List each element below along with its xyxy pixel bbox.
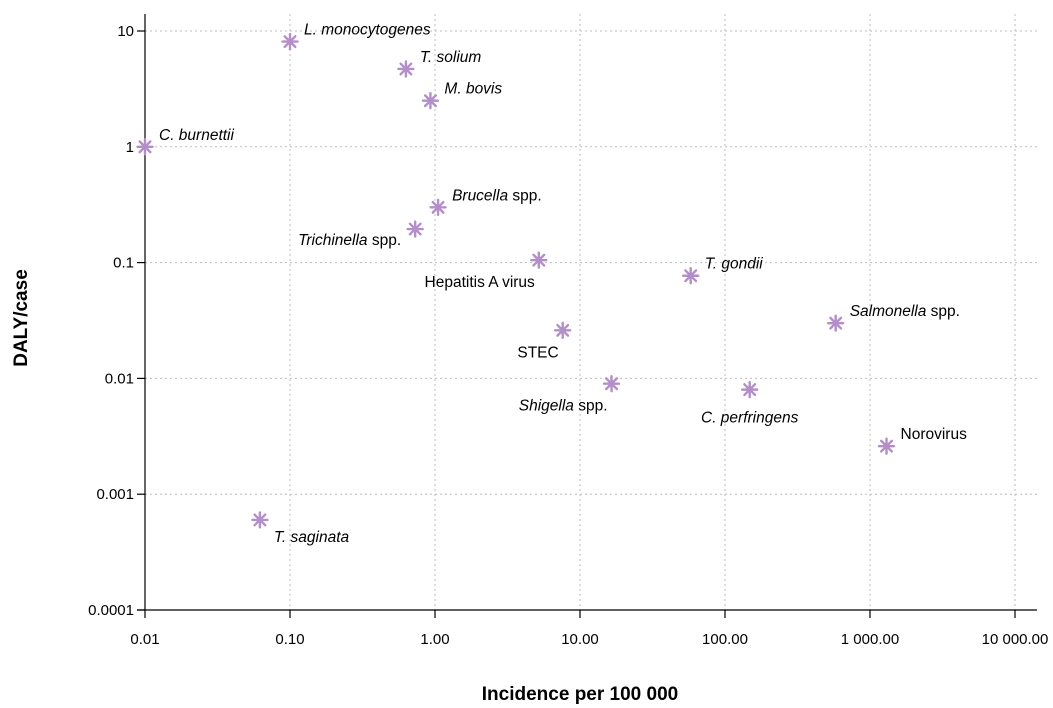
grid-lines [145, 14, 1037, 610]
x-axis-title: Incidence per 100 000 [482, 684, 678, 705]
point-label: C. burnettii [159, 127, 235, 144]
data-point [530, 251, 548, 269]
point-labels: L. monocytogenes T. solium M. bovis C. burn… [159, 22, 967, 546]
point-label: Trichinella spp. [298, 232, 401, 249]
data-point [251, 511, 269, 529]
data-points [136, 32, 896, 529]
x-tick-label: 10.00 [561, 631, 599, 648]
point-label: Hepatitis A virus [425, 274, 536, 291]
point-label: STEC [517, 344, 558, 361]
data-point [397, 60, 415, 78]
x-tick-label: 0.01 [130, 631, 159, 648]
y-tick-label: 0.0001 [88, 602, 134, 619]
point-label: Shigella spp. [519, 398, 608, 415]
data-point [602, 374, 621, 393]
data-point [740, 380, 759, 399]
y-tick-label: 0.001 [96, 486, 134, 503]
x-tick-label: 100.00 [702, 631, 748, 648]
data-point [421, 92, 440, 110]
data-point [281, 32, 299, 51]
axes [137, 14, 1037, 611]
point-label: T. saginata [274, 529, 350, 546]
y-axis-title: DALY/case [11, 269, 32, 367]
x-tick-label: 1 000.00 [841, 631, 899, 648]
x-tick-label: 1.00 [420, 631, 449, 648]
data-point [429, 198, 447, 217]
point-label: Brucella spp. [452, 187, 542, 204]
y-tick-label: 10 [117, 23, 134, 40]
data-point [877, 437, 896, 455]
data-point [826, 314, 845, 332]
y-tick-label: 0.1 [113, 255, 134, 272]
point-label: Norovirus [901, 426, 968, 443]
point-label: L. monocytogenes [304, 22, 431, 39]
y-tick-label: 0.01 [105, 370, 134, 387]
point-label: T. gondii [705, 256, 764, 273]
point-label: Salmonella spp. [850, 303, 960, 320]
point-label: M. bovis [444, 81, 502, 98]
point-label: T. solium [420, 49, 482, 66]
point-label: C. perfringens [701, 410, 799, 427]
data-point [554, 321, 572, 340]
data-point [136, 138, 154, 156]
y-tick-label: 1 [126, 139, 134, 156]
x-tick-label: 0.10 [275, 631, 304, 648]
data-point [681, 267, 700, 285]
tick-marks: 0.01 0.10 1.00 10.00 100.00 1 000.00 10 000.00… [88, 23, 1048, 648]
data-point [406, 220, 424, 238]
x-tick-label: 10 000.00 [982, 631, 1049, 648]
